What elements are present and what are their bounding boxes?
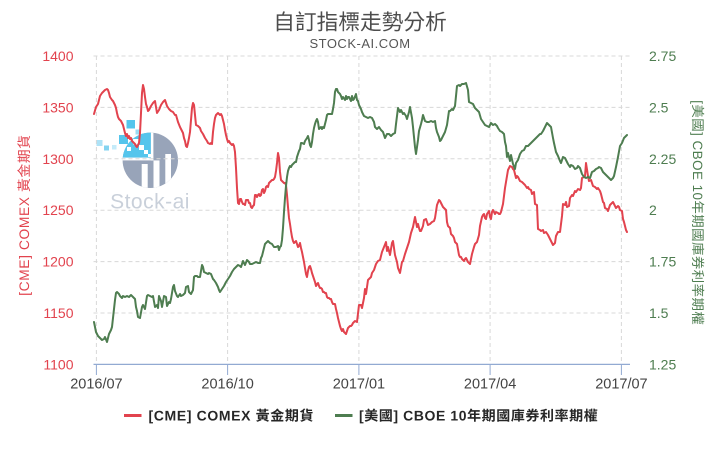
svg-text:1250: 1250 xyxy=(42,202,73,218)
svg-text:2016/07: 2016/07 xyxy=(70,377,122,393)
svg-text:2017/04: 2017/04 xyxy=(464,377,516,393)
svg-text:1.5: 1.5 xyxy=(649,305,669,321)
svg-text:2017/01: 2017/01 xyxy=(333,377,385,393)
svg-text:2017/07: 2017/07 xyxy=(595,377,647,393)
svg-text:1.25: 1.25 xyxy=(649,356,676,372)
svg-text:STOCK-AI.COM: STOCK-AI.COM xyxy=(309,36,410,51)
svg-text:2016/10: 2016/10 xyxy=(201,377,253,393)
svg-text:2: 2 xyxy=(649,202,657,218)
svg-text:1200: 1200 xyxy=(42,254,73,270)
svg-text:2.5: 2.5 xyxy=(649,99,669,115)
svg-text:Stock-ai: Stock-ai xyxy=(110,191,190,214)
svg-text:2.25: 2.25 xyxy=(649,151,676,167)
svg-text:1100: 1100 xyxy=(43,356,73,372)
svg-text:1400: 1400 xyxy=(42,48,73,64)
svg-text:1150: 1150 xyxy=(43,305,73,321)
svg-text:1350: 1350 xyxy=(42,99,73,115)
svg-text:2.75: 2.75 xyxy=(649,48,676,64)
svg-text:1.75: 1.75 xyxy=(649,254,676,270)
svg-text:1300: 1300 xyxy=(42,151,73,167)
